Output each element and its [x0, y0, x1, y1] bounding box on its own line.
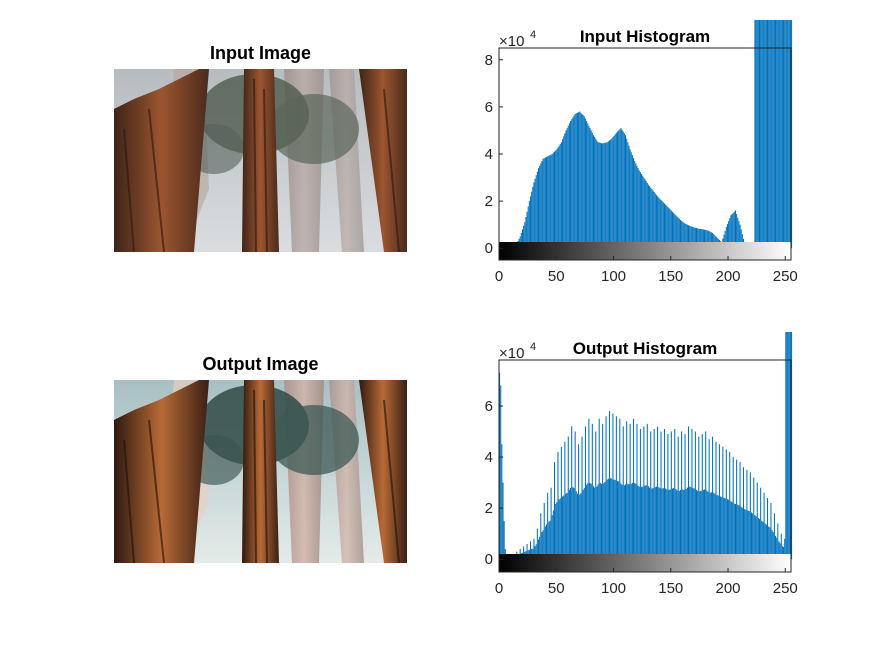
x-tick-label: 50	[548, 268, 565, 285]
input-image-title: Input Image	[209, 43, 311, 63]
x-tick-label: 50	[548, 580, 565, 597]
y-exponent-label: ×10	[499, 345, 524, 362]
y-exponent: 4	[530, 341, 536, 353]
y-tick-label: 4	[485, 449, 493, 466]
y-tick-label: 2	[485, 500, 493, 517]
x-tick-label: 200	[716, 268, 741, 285]
y-tick-label: 6	[485, 398, 493, 415]
x-tick-label: 250	[773, 580, 798, 597]
histogram-title: Input Histogram	[580, 27, 710, 46]
output-image	[114, 380, 407, 563]
x-tick-label: 200	[716, 580, 741, 597]
y-tick-label: 2	[485, 193, 493, 210]
histogram-title: Output Histogram	[573, 339, 718, 358]
x-tick-label: 100	[601, 580, 626, 597]
grayscale-colorbar	[499, 242, 791, 260]
y-tick-label: 0	[485, 551, 493, 568]
input-image	[114, 69, 407, 252]
x-tick-label: 0	[495, 580, 503, 597]
x-tick-label: 100	[601, 268, 626, 285]
y-exponent: 4	[530, 29, 536, 41]
y-tick-label: 4	[485, 146, 493, 163]
output-image-title: Output Image	[202, 354, 319, 374]
y-tick-label: 0	[485, 240, 493, 257]
output-histogram: 0 2 4 6 0 50 100 150 200 250 ×10 4 Output Histogram	[485, 332, 798, 597]
input-histogram: 0 2 4 6 8 0 50 100 150 200 250 ×10 4 Input Histogram	[485, 20, 798, 285]
x-tick-label: 150	[658, 268, 683, 285]
grayscale-colorbar	[499, 554, 791, 572]
y-tick-label: 8	[485, 52, 493, 69]
axes-frame	[498, 359, 792, 573]
y-tick-label: 6	[485, 99, 493, 116]
x-tick-label: 0	[495, 268, 503, 285]
x-tick-label: 250	[773, 268, 798, 285]
x-tick-label: 150	[658, 580, 683, 597]
y-exponent-label: ×10	[499, 33, 524, 50]
